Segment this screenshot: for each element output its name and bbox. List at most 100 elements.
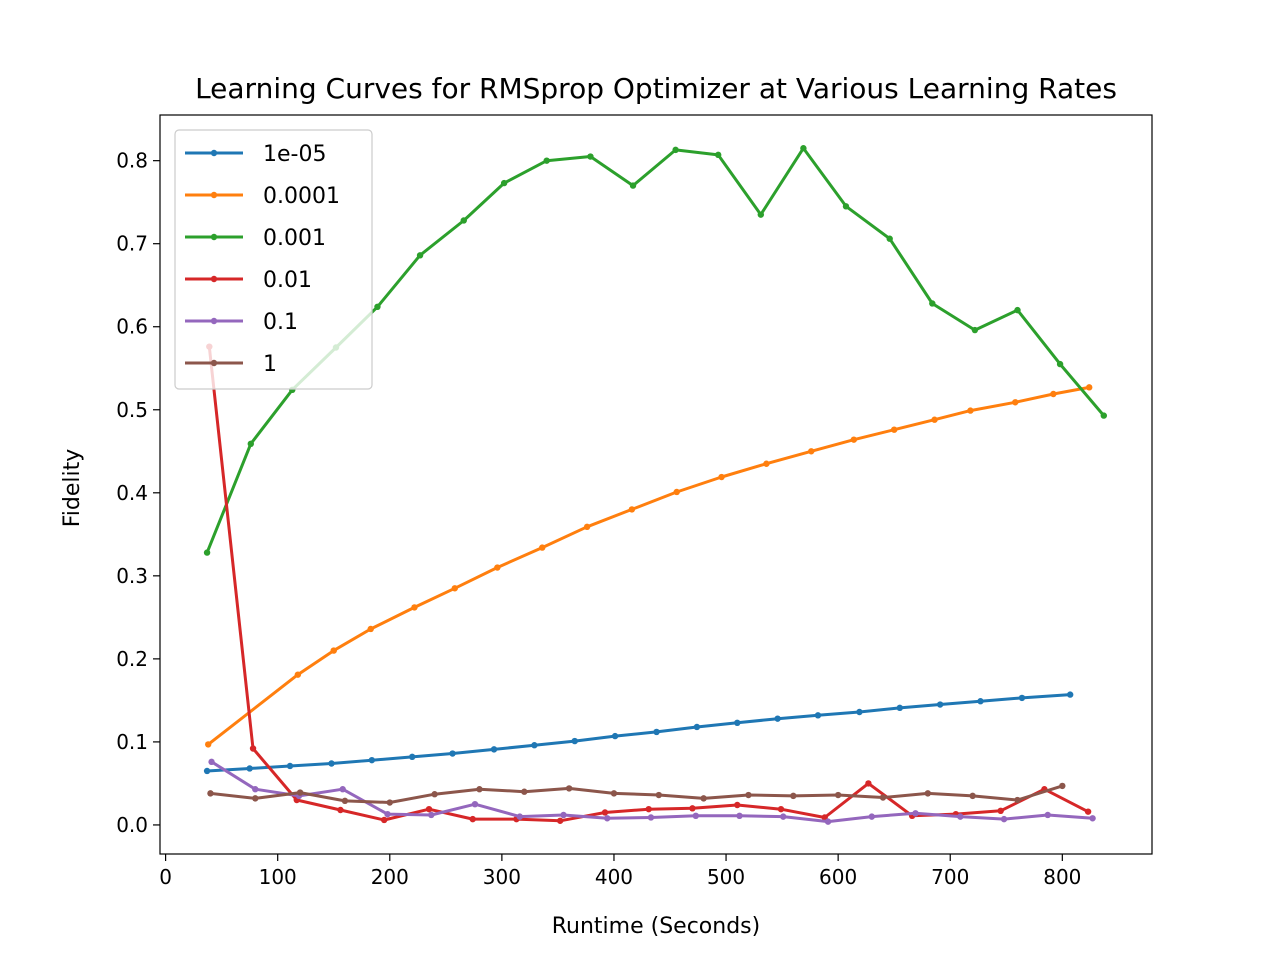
data-point: [431, 791, 438, 798]
data-point: [384, 810, 391, 818]
legend-label: 1: [263, 352, 277, 377]
data-point: [247, 440, 254, 448]
legend-box: [174, 129, 373, 390]
data-point: [763, 460, 770, 467]
data-point: [736, 812, 743, 820]
data-point: [629, 182, 637, 189]
data-point: [734, 719, 741, 727]
series-group: [204, 384, 1093, 748]
x-tick-label: 500: [707, 865, 745, 889]
data-point: [203, 549, 211, 556]
data-point: [1086, 384, 1093, 391]
data-point: [560, 811, 567, 819]
data-point: [879, 794, 887, 801]
data-point: [286, 762, 294, 770]
data-point: [428, 811, 435, 819]
data-point: [328, 760, 335, 767]
legend-marker: [210, 359, 218, 367]
y-tick-label: 0.8: [116, 149, 148, 173]
data-point: [204, 741, 212, 748]
data-point: [531, 742, 538, 749]
data-point: [628, 506, 636, 513]
data-point: [1084, 808, 1092, 815]
y-tick-label: 0.7: [116, 232, 148, 256]
data-point: [929, 300, 936, 307]
legend: 1e-05 0.0001 0.001 0.01 0.1 1: [174, 129, 373, 390]
data-point: [601, 809, 609, 816]
data-point: [1059, 782, 1066, 790]
data-point: [471, 800, 479, 808]
data-point: [203, 767, 211, 775]
legend-label: 1e-05: [263, 142, 326, 167]
data-point: [1044, 811, 1051, 819]
data-point: [339, 786, 346, 793]
data-point: [565, 785, 573, 792]
data-point: [294, 671, 302, 678]
data-point: [500, 179, 508, 187]
data-point: [1050, 390, 1057, 398]
series-line: [210, 784, 1063, 804]
data-series: [203, 145, 1108, 825]
data-point: [790, 792, 797, 800]
y-tick-label: 0.6: [116, 315, 148, 339]
data-point: [368, 756, 376, 764]
legend-label: 0.01: [263, 268, 312, 293]
data-point: [521, 788, 528, 795]
data-point: [718, 473, 725, 481]
x-tick-label: 200: [371, 865, 409, 889]
data-point: [416, 252, 424, 259]
data-point: [337, 806, 344, 814]
data-point: [967, 407, 974, 414]
data-point: [583, 523, 591, 531]
legend-marker: [210, 191, 218, 199]
data-point: [1014, 796, 1021, 804]
data-point: [516, 813, 524, 820]
x-tick-label: 300: [483, 865, 521, 889]
data-point: [824, 818, 832, 825]
series-line: [207, 693, 1071, 773]
data-point: [386, 799, 393, 806]
data-point: [931, 416, 938, 423]
y-tick-label: 0.1: [116, 730, 148, 754]
data-point: [692, 812, 699, 820]
data-point: [886, 235, 893, 242]
data-point: [571, 737, 578, 745]
data-point: [757, 211, 765, 218]
legend-marker: [210, 275, 218, 283]
data-point: [774, 715, 781, 722]
x-axis-label: Runtime (Seconds): [552, 914, 760, 939]
data-point: [451, 585, 458, 592]
axis-ticks: 0 100 200 300 400 500 600 700 800 0.0 0.1 0.2 0.3 0.4…: [116, 149, 1081, 889]
data-point: [208, 758, 215, 766]
data-point: [814, 712, 822, 719]
data-point: [425, 805, 433, 813]
data-point: [653, 728, 660, 736]
data-point: [341, 797, 349, 805]
x-tick-label: 800: [1043, 865, 1081, 889]
y-tick-label: 0.4: [116, 481, 148, 505]
data-point: [655, 791, 663, 799]
data-point: [997, 807, 1004, 815]
data-point: [734, 801, 741, 809]
data-point: [808, 448, 815, 455]
data-point: [936, 701, 944, 708]
data-point: [842, 203, 850, 210]
data-point: [556, 817, 564, 824]
data-point: [249, 745, 257, 752]
data-point: [469, 815, 476, 823]
data-point: [1066, 691, 1074, 698]
data-point: [890, 426, 898, 433]
data-point: [800, 145, 807, 152]
data-point: [604, 815, 611, 822]
data-point: [700, 795, 707, 802]
data-point: [207, 790, 214, 797]
data-point: [1018, 694, 1026, 702]
data-point: [296, 789, 304, 796]
x-tick-label: 100: [259, 865, 297, 889]
data-point: [777, 805, 785, 813]
x-tick-label: 0: [159, 865, 172, 889]
data-point: [969, 792, 976, 800]
series-group: [207, 782, 1066, 806]
data-point: [1012, 399, 1019, 406]
